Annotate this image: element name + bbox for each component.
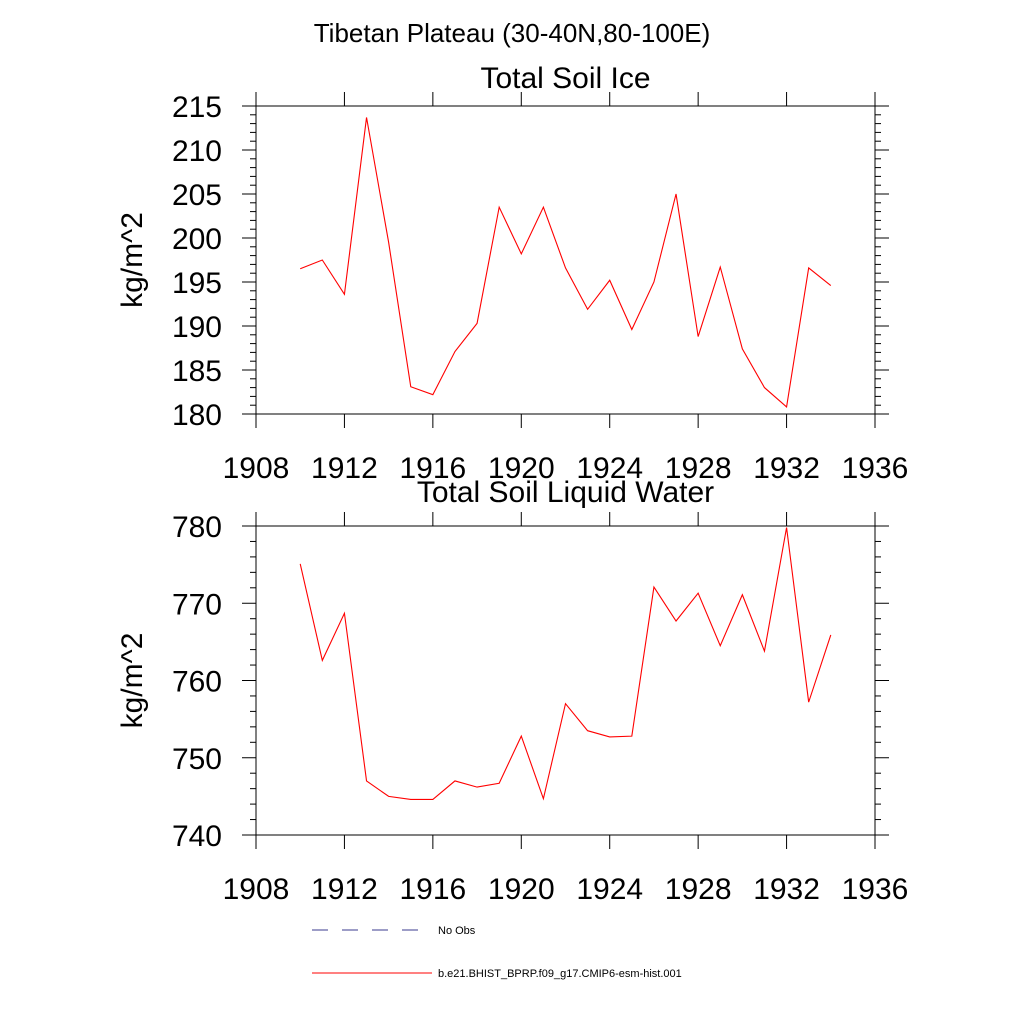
x-tick-label: 1928 [665, 452, 732, 485]
y-axis-label: kg/m^2 [116, 212, 149, 308]
y-tick-label: 780 [172, 511, 222, 544]
x-tick-label: 1924 [576, 873, 643, 906]
series-line [300, 117, 832, 409]
y-tick-label: 215 [172, 91, 222, 124]
panel-title: Total Soil Ice [480, 62, 650, 95]
figure-title: Tibetan Plateau (30-40N,80-100E) [314, 18, 711, 48]
x-tick-label: 1924 [576, 452, 643, 485]
panel-total-soil-liquid-water: Total Soil Liquid Water kg/m^2 1908 1912 191… [116, 476, 908, 906]
x-tick-label: 1908 [223, 452, 290, 485]
y-tick-label: 200 [172, 223, 222, 256]
x-tick-label: 1916 [399, 873, 466, 906]
legend: No Obs b.e21.BHIST_BPRP.f09_g17.CMIP6-es… [312, 925, 682, 980]
x-tick-label: 1920 [488, 452, 555, 485]
x-tick-label: 1932 [753, 873, 820, 906]
y-tick-label: 185 [172, 355, 222, 388]
y-tick-label: 190 [172, 311, 222, 344]
x-tick-label: 1912 [311, 873, 378, 906]
y-axis-label: kg/m^2 [116, 633, 149, 729]
x-tick-label: 1928 [665, 873, 732, 906]
x-tick-label: 1936 [842, 873, 909, 906]
panel-total-soil-ice: Total Soil Ice kg/m^2 1908 1912 1916 1920 1924… [116, 62, 908, 485]
plot-frame [255, 525, 876, 836]
y-tick-label: 195 [172, 267, 222, 300]
x-tick-label: 1912 [311, 452, 378, 485]
y-tick-label: 740 [172, 820, 222, 853]
legend-no-obs-label: No Obs [438, 925, 476, 937]
x-tick-label: 1908 [223, 873, 290, 906]
legend-model-run-label: b.e21.BHIST_BPRP.f09_g17.CMIP6-esm-hist.… [438, 968, 682, 980]
y-tick-label: 760 [172, 666, 222, 699]
y-tick-label: 770 [172, 588, 222, 621]
x-tick-label: 1920 [488, 873, 555, 906]
x-tick-label: 1916 [399, 452, 466, 485]
y-tick-label: 205 [172, 179, 222, 212]
x-tick-label: 1932 [753, 452, 820, 485]
y-tick-label: 750 [172, 743, 222, 776]
y-tick-label: 210 [172, 135, 222, 168]
panel-title: Total Soil Liquid Water [417, 476, 714, 509]
x-tick-label: 1936 [842, 452, 909, 485]
series-line [299, 527, 832, 801]
plot-frame [255, 105, 876, 415]
y-tick-label: 180 [172, 399, 222, 432]
